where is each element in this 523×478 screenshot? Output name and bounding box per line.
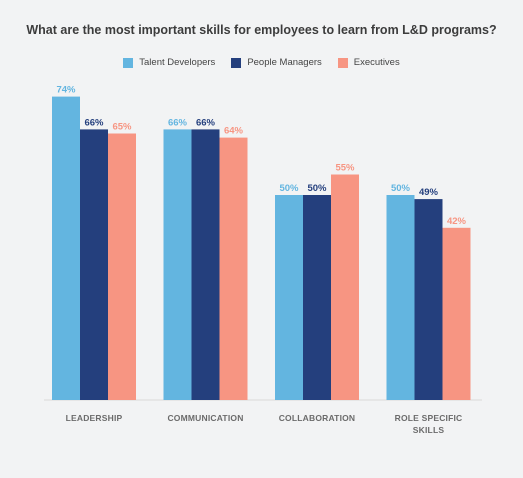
bar [414,199,443,400]
bar [80,129,108,400]
bar [386,195,415,400]
bar [52,96,80,400]
legend-label: Talent Developers [139,57,216,68]
category-label: COMMUNICATION [167,413,243,423]
category-label: LEADERSHIP [66,413,123,423]
legend-item: People Managers [231,57,322,68]
legend-swatch [337,57,348,68]
category-label: COLLABORATION [279,413,356,423]
data-label: 50% [307,183,327,194]
bar [163,129,192,400]
legend-swatch [123,57,134,68]
category-label: SKILLS [413,425,445,435]
legend-swatch [231,57,242,68]
data-label: 64% [224,126,244,137]
data-label: 50% [391,183,411,194]
data-label: 50% [279,183,299,194]
data-label: 49% [419,187,439,198]
bar [275,195,303,400]
bar [219,137,248,400]
bar [108,133,136,400]
bar [331,174,359,400]
data-label: 66% [168,117,188,128]
data-label: 74% [56,85,76,96]
data-label: 66% [196,117,216,128]
legend-label: Executives [353,57,400,68]
bar [191,129,220,400]
data-label: 65% [112,122,132,133]
data-label: 55% [335,163,355,174]
category-label: ROLE SPECIFIC [395,413,463,423]
data-label: 42% [447,216,467,227]
legend-item: Talent Developers [123,57,215,68]
bar [442,227,471,400]
chart-title: What are the most important skills for e… [26,23,497,37]
data-label: 66% [84,117,104,128]
legend-label: People Managers [247,57,322,68]
legend-item: Executives [337,57,400,68]
legend: Talent Developers People Managers Executiv… [0,57,523,68]
bar [303,195,331,400]
